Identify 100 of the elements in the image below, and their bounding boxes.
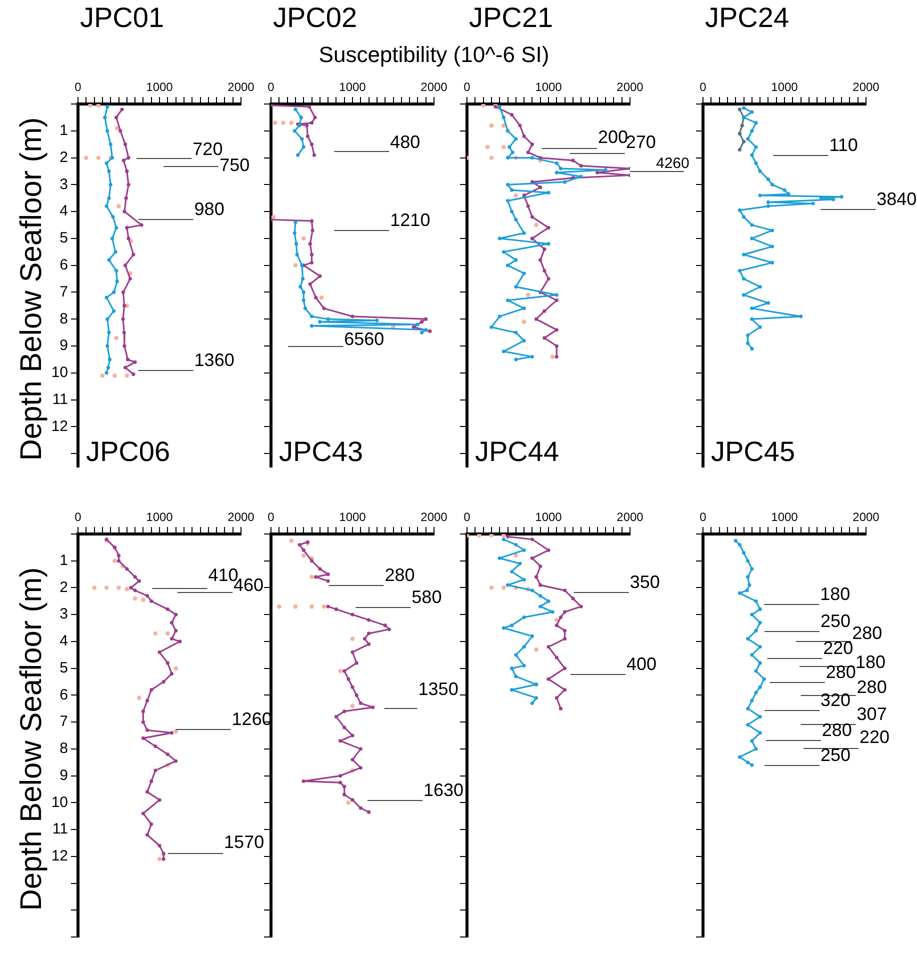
point xyxy=(750,567,754,571)
point xyxy=(550,354,555,359)
point xyxy=(489,534,494,538)
point xyxy=(276,604,282,609)
point xyxy=(530,538,534,542)
point xyxy=(754,628,758,633)
point xyxy=(489,156,494,160)
point xyxy=(766,204,770,208)
point xyxy=(104,161,108,165)
point xyxy=(310,574,314,580)
point xyxy=(534,647,538,652)
point xyxy=(522,578,526,582)
point xyxy=(546,645,550,649)
point xyxy=(746,575,750,579)
point xyxy=(334,714,338,718)
point xyxy=(289,538,294,543)
point xyxy=(126,358,130,362)
x-tick-label: 0 xyxy=(464,80,471,94)
point xyxy=(554,656,558,660)
point xyxy=(530,588,534,592)
point xyxy=(832,198,836,202)
point xyxy=(746,706,750,710)
point xyxy=(571,158,575,162)
point xyxy=(530,556,534,560)
point xyxy=(526,292,530,298)
point xyxy=(750,763,754,767)
point xyxy=(114,250,118,254)
y-tick-label: 5 xyxy=(60,659,68,676)
point xyxy=(746,342,750,346)
point xyxy=(92,586,96,590)
point xyxy=(782,188,786,192)
point xyxy=(133,575,137,579)
point xyxy=(108,142,112,146)
annotation: 250 xyxy=(820,610,851,631)
point xyxy=(362,636,367,641)
y-tick-label: 6 xyxy=(60,256,68,274)
point xyxy=(758,169,762,174)
point xyxy=(123,142,128,146)
point xyxy=(133,360,137,364)
point xyxy=(166,607,170,612)
point xyxy=(346,677,350,681)
x-tick-label: 2000 xyxy=(420,510,448,524)
point xyxy=(166,661,170,665)
point xyxy=(558,166,563,170)
point xyxy=(738,268,742,273)
point xyxy=(342,726,346,730)
point xyxy=(514,653,518,657)
point xyxy=(489,123,494,128)
x-tick-label: 1000 xyxy=(535,510,562,524)
point xyxy=(298,542,302,547)
chart-title: JPC06 xyxy=(86,436,170,467)
point xyxy=(546,677,550,681)
point xyxy=(546,548,550,552)
annotation: 280 xyxy=(856,676,887,697)
point xyxy=(501,144,506,150)
point xyxy=(750,653,754,657)
point xyxy=(750,110,754,114)
point xyxy=(106,344,110,348)
point xyxy=(522,194,526,198)
point xyxy=(506,129,510,133)
annotation: 220 xyxy=(859,727,890,748)
point xyxy=(506,199,510,203)
point xyxy=(302,298,306,302)
point xyxy=(758,714,762,718)
point xyxy=(132,372,136,376)
point xyxy=(308,242,312,246)
point xyxy=(550,610,554,614)
y-tick-label: 12 xyxy=(51,418,68,435)
point xyxy=(538,564,542,568)
point xyxy=(518,562,522,566)
point xyxy=(322,604,326,609)
point xyxy=(271,214,276,220)
x-tick-label: 2000 xyxy=(616,510,644,524)
point xyxy=(554,161,558,165)
point xyxy=(546,190,550,195)
point xyxy=(542,336,546,340)
point xyxy=(114,226,118,230)
point xyxy=(141,710,145,714)
point xyxy=(563,180,567,184)
point xyxy=(558,706,563,710)
point xyxy=(338,774,342,778)
point xyxy=(150,822,154,826)
point xyxy=(546,276,550,281)
x-tick-label: 1000 xyxy=(339,510,366,524)
point xyxy=(530,634,534,638)
point xyxy=(84,156,88,160)
y-tick-label: 2 xyxy=(60,148,68,166)
point xyxy=(546,242,550,246)
point xyxy=(530,236,534,240)
point xyxy=(530,156,534,160)
point xyxy=(554,328,558,332)
point xyxy=(485,144,490,150)
point xyxy=(481,104,486,108)
point xyxy=(530,701,534,706)
point xyxy=(145,728,150,732)
point xyxy=(367,810,371,814)
point xyxy=(145,833,150,837)
point xyxy=(292,129,296,133)
point xyxy=(514,542,518,547)
point xyxy=(145,594,150,598)
